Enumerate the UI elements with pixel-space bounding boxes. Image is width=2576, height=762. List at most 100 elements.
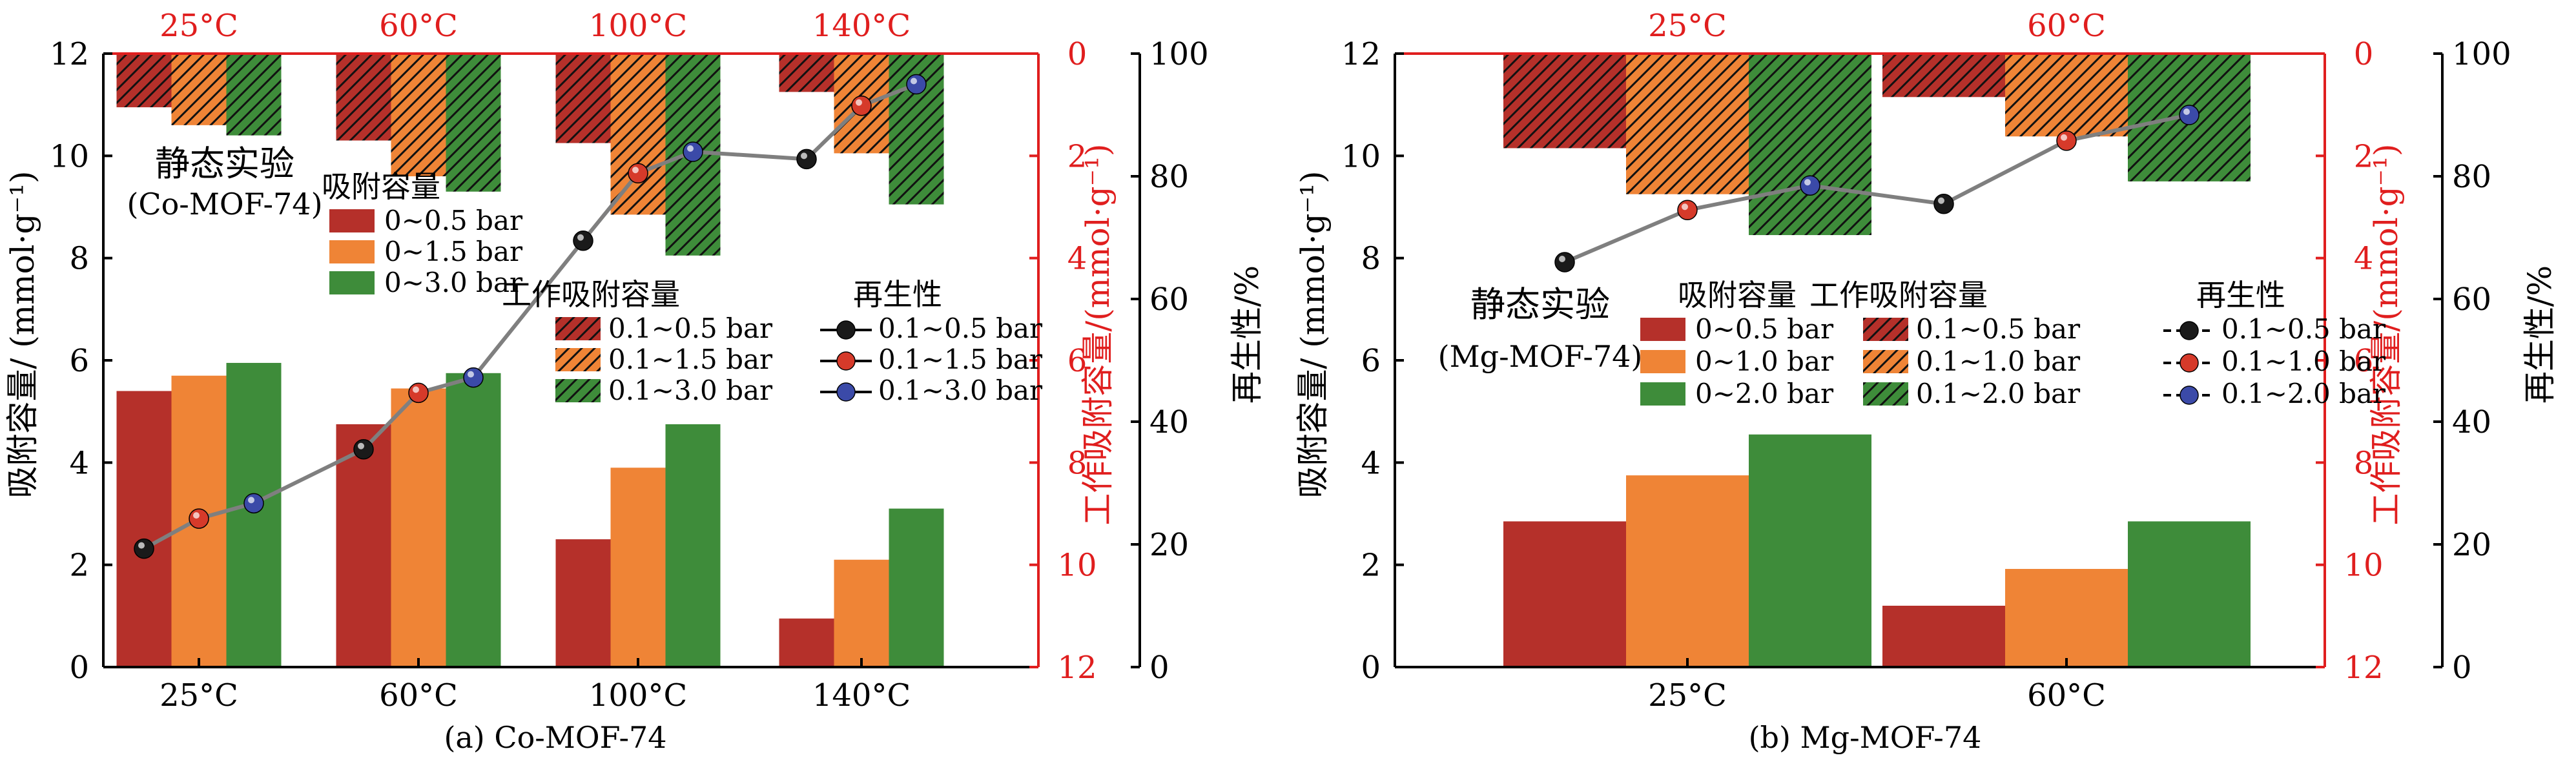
legend-swatch xyxy=(329,240,375,263)
right-tick-label-working: 2 xyxy=(2354,138,2374,174)
annotation-subtitle: (Mg-MOF-74) xyxy=(1438,339,1643,374)
bar-adsorption xyxy=(391,388,446,667)
bar-adsorption xyxy=(665,424,721,667)
legend-marker xyxy=(2179,386,2199,405)
bar-adsorption xyxy=(1626,475,1749,667)
legend-marker xyxy=(836,382,856,402)
right-tick-label-working: 10 xyxy=(1057,548,1097,584)
legend-label: 0.1~0.5 bar xyxy=(878,313,1043,344)
panel-mg-mof-74: 吸附容量/ (mmol·g⁻¹) 工作吸附容量/(mmol·g⁻¹) 再生性/%… xyxy=(1294,8,2559,755)
x-tick-label: 60°C xyxy=(379,677,458,714)
right-tick-label-working: 12 xyxy=(1057,650,1097,686)
legend-swatch xyxy=(329,209,375,232)
legend-swatch xyxy=(1863,382,1908,406)
bar-adsorption xyxy=(226,362,282,667)
panel-co-mof-74: 吸附容量/ (mmol·g⁻¹) 工作吸附容量/(mmol·g⁻¹) 再生性/%… xyxy=(4,8,1266,755)
legend-label: 0.1~0.5 bar xyxy=(2221,313,2386,345)
x-tick-label: 100°C xyxy=(589,677,687,714)
regeneration-point xyxy=(134,538,154,559)
bar-adsorption xyxy=(610,468,666,667)
right-axis-label-working: 工作吸附容量/(mmol·g⁻¹) xyxy=(2367,143,2405,525)
right-axis-label-regeneration: 再生性/% xyxy=(1228,265,1266,404)
top-category-label: 25°C xyxy=(1648,8,1727,44)
regeneration-point xyxy=(683,141,703,162)
regeneration-point xyxy=(1800,175,1820,196)
left-tick-label: 4 xyxy=(1361,445,1381,481)
regeneration-point xyxy=(2179,105,2200,125)
legend-title-adsorption: 吸附容量 xyxy=(1678,278,1797,313)
right-tick-label-regeneration: 40 xyxy=(2452,404,2491,440)
right-tick-label-working: 12 xyxy=(2344,650,2383,686)
legend-swatch xyxy=(555,379,601,402)
point-highlight xyxy=(577,234,584,241)
legend-label: 0.1~1.5 bar xyxy=(878,344,1043,375)
regeneration-point xyxy=(1677,200,1698,220)
legend-title-working: 工作吸附容量 xyxy=(1809,278,1988,313)
bar-working xyxy=(1626,54,1749,194)
bar-working xyxy=(171,54,227,125)
right-axis-label-working: 工作吸附容量/(mmol·g⁻¹) xyxy=(1079,143,1117,525)
regeneration-line xyxy=(1563,113,2190,264)
legend-label: 0.1~0.5 bar xyxy=(608,313,773,344)
point-highlight xyxy=(358,442,364,449)
annotation-title: 静态实验 xyxy=(155,143,294,184)
left-tick-label: 12 xyxy=(1341,36,1381,72)
bar-working xyxy=(610,54,666,215)
right-tick-label-working: 8 xyxy=(1067,445,1087,481)
regeneration-point xyxy=(463,367,484,388)
right-tick-label-regeneration: 100 xyxy=(1149,36,1209,72)
legend-swatch xyxy=(1640,382,1685,406)
panel-caption: (a) Co-MOF-74 xyxy=(444,720,666,755)
panel-caption: (b) Mg-MOF-74 xyxy=(1749,720,1982,755)
legend-swatch xyxy=(1863,350,1908,373)
legend-marker xyxy=(836,351,856,371)
point-highlight xyxy=(1682,203,1688,211)
annotation-title: 静态实验 xyxy=(1470,284,1610,325)
left-tick-label: 2 xyxy=(1361,548,1381,584)
left-axis-label: 吸附容量/ (mmol·g⁻¹) xyxy=(1294,170,1332,498)
legend-title-regeneration: 再生性 xyxy=(853,277,942,312)
regeneration-point xyxy=(796,149,817,170)
right-tick-label-working: 4 xyxy=(2354,241,2374,277)
legend-swatch xyxy=(555,348,601,371)
top-category-label: 100°C xyxy=(589,8,687,44)
bar-adsorption xyxy=(834,559,889,667)
regeneration-point xyxy=(1933,194,1954,214)
legend-label: 0.1~0.5 bar xyxy=(1916,313,2081,345)
regeneration-point xyxy=(906,74,927,95)
right-tick-label-working: 8 xyxy=(2354,445,2374,481)
regeneration-point xyxy=(628,163,648,183)
point-highlight xyxy=(1804,179,1811,186)
point-highlight xyxy=(413,386,419,393)
legend-swatch xyxy=(1863,318,1908,341)
point-highlight xyxy=(138,542,145,549)
bar-adsorption xyxy=(2005,569,2128,667)
bar-adsorption xyxy=(1503,521,1626,667)
legend-swatch xyxy=(1640,318,1685,341)
right-tick-label-working: 0 xyxy=(2354,36,2374,72)
left-tick-label: 12 xyxy=(50,36,89,72)
regeneration-point xyxy=(573,231,593,251)
point-highlight xyxy=(856,99,862,106)
right-tick-label-regeneration: 20 xyxy=(1149,527,1189,563)
bar-adsorption xyxy=(779,618,834,667)
legend-label: 0.1~3.0 bar xyxy=(608,375,773,406)
legend-swatch xyxy=(555,317,601,340)
bar-adsorption xyxy=(889,508,944,667)
bar-adsorption xyxy=(1749,434,1871,667)
bar-working xyxy=(2005,54,2128,137)
legend-label: 0.1~1.0 bar xyxy=(2221,345,2386,377)
annotation-subtitle: (Co-MOF-74) xyxy=(127,187,322,221)
left-tick-label: 10 xyxy=(50,138,89,174)
left-axis-label: 吸附容量/ (mmol·g⁻¹) xyxy=(4,170,41,498)
right-tick-label-working: 2 xyxy=(1067,138,1087,174)
legend-swatch xyxy=(329,271,375,294)
legend-label: 0.1~2.0 bar xyxy=(2221,378,2386,409)
regeneration-point xyxy=(1554,252,1575,273)
point-highlight xyxy=(801,152,807,160)
legend-label: 0~0.5 bar xyxy=(384,205,523,236)
bar-working xyxy=(1503,54,1626,149)
regeneration-point xyxy=(243,493,264,514)
point-highlight xyxy=(468,371,474,378)
